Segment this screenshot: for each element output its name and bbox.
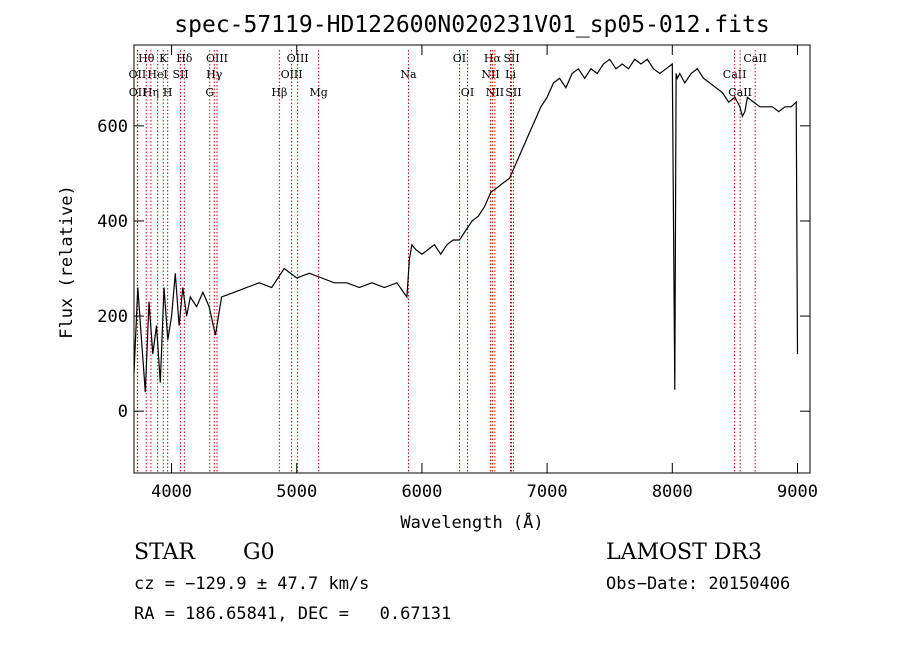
y-tick-label: 600 <box>97 117 128 137</box>
marker-label: Mg <box>309 86 327 99</box>
y-axis-label: Flux (relative) <box>57 185 77 339</box>
marker-label: OIII <box>281 68 303 81</box>
plot-frame <box>133 44 811 474</box>
marker-label: CaII <box>743 52 767 65</box>
marker-label: CaII <box>728 86 752 99</box>
object-class: G0 <box>243 540 275 565</box>
x-tick-label: 9000 <box>777 482 818 502</box>
y-tick-label: 400 <box>97 212 128 232</box>
marker-label: OI <box>453 52 466 65</box>
marker-label: OIII <box>287 52 309 65</box>
axes: 4000 5000 6000 7000 8000 9000 0 200 400 600 <box>97 45 818 502</box>
marker-label: Li <box>505 68 516 81</box>
marker-label: CaII <box>723 68 747 81</box>
marker-label: SII <box>503 52 519 65</box>
marker-label: G <box>205 86 214 99</box>
object-type: STAR <box>134 540 195 565</box>
redshift-velocity: cz = −129.9 ± 47.7 km/s <box>134 574 370 594</box>
x-tick-label: 5000 <box>276 482 317 502</box>
marker-label: SII <box>505 86 521 99</box>
x-tick-label: 4000 <box>151 482 192 502</box>
marker-label: H <box>163 86 173 99</box>
observation-date: Obs−Date: 20150406 <box>606 574 791 594</box>
marker-label: NII <box>481 68 499 81</box>
marker-label: SII <box>172 68 188 81</box>
x-tick-label: 8000 <box>652 482 693 502</box>
chart-title: spec-57119-HD122600N020231V01_sp05-012.f… <box>174 12 769 38</box>
marker-label: HeI <box>147 68 167 81</box>
marker-label: OI <box>461 86 474 99</box>
marker-label: Hη <box>143 86 159 99</box>
y-tick-label: 0 <box>118 402 128 422</box>
marker-label: Hδ <box>176 52 193 65</box>
x-axis-label: Wavelength (Å) <box>400 511 543 533</box>
marker-label: Hβ <box>271 86 287 99</box>
marker-label: NII <box>486 86 504 99</box>
marker-label: K <box>159 52 168 65</box>
marker-label: Hγ <box>206 68 223 81</box>
y-tick-label: 200 <box>97 307 128 327</box>
x-tick-label: 7000 <box>527 482 568 502</box>
marker-label: Hα <box>484 52 502 65</box>
x-tick-label: 6000 <box>401 482 442 502</box>
ra-dec-coordinates: RA = 186.65841, DEC = 0.67131 <box>134 604 452 624</box>
spectrum-series <box>133 58 799 393</box>
marker-label: OIII <box>206 52 228 65</box>
survey-name: LAMOST DR3 <box>606 540 762 565</box>
marker-label: OII <box>129 86 147 99</box>
marker-label: Na <box>400 68 417 81</box>
marker-label: Hθ <box>138 52 155 65</box>
spectrum-line <box>133 58 799 393</box>
